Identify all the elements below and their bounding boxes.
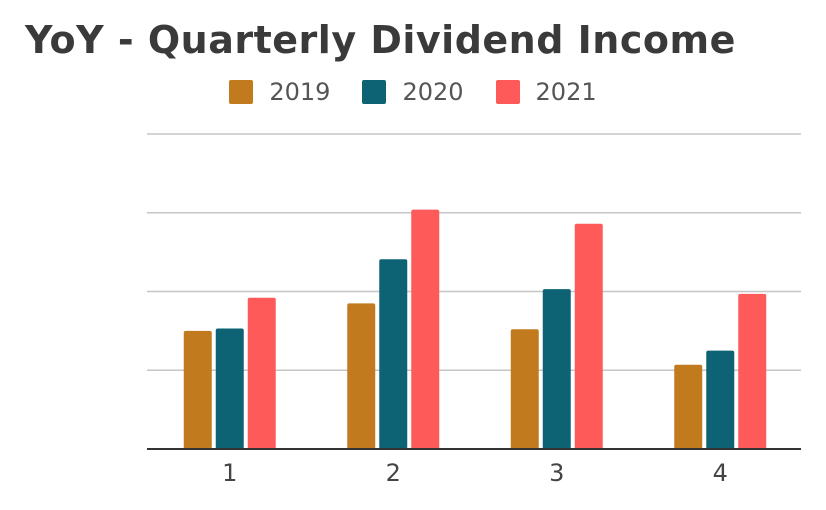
bar-q4-2020 — [706, 350, 735, 449]
legend-label-2019: 2019 — [269, 78, 331, 106]
bar-q3-2021 — [574, 223, 603, 449]
legend: 2019 2020 2021 — [0, 78, 826, 106]
bar-q2-2019 — [347, 303, 376, 449]
legend-swatch-2021 — [495, 80, 520, 104]
legend-item-2020: 2020 — [362, 78, 464, 106]
x-tick-label-1: 1 — [222, 459, 237, 487]
x-tick-label-4: 4 — [713, 459, 728, 487]
legend-item-2019: 2019 — [229, 78, 330, 106]
bar-q2-2021 — [411, 209, 440, 449]
legend-swatch-2019 — [229, 80, 254, 104]
bar-q3-2019 — [510, 329, 539, 449]
bar-q4-2021 — [738, 293, 767, 449]
bar-q1-2020 — [215, 328, 244, 449]
x-tick-label-2: 2 — [386, 459, 401, 487]
gridlines — [147, 133, 801, 371]
chart-title: YoY - Quarterly Dividend Income — [25, 18, 736, 62]
legend-label-2020: 2020 — [402, 78, 464, 106]
bar-q3-2020 — [542, 289, 571, 449]
x-tick-labels: 1 2 3 4 — [222, 459, 728, 487]
x-tick-label-3: 3 — [549, 459, 564, 487]
bars — [183, 209, 767, 449]
bar-q2-2020 — [379, 259, 408, 449]
bar-q1-2019 — [183, 330, 212, 449]
bar-q1-2021 — [247, 297, 276, 449]
bar-q4-2019 — [674, 364, 703, 449]
legend-item-2021: 2021 — [495, 78, 597, 106]
legend-label-2021: 2021 — [535, 78, 597, 106]
legend-swatch-2020 — [362, 80, 387, 104]
